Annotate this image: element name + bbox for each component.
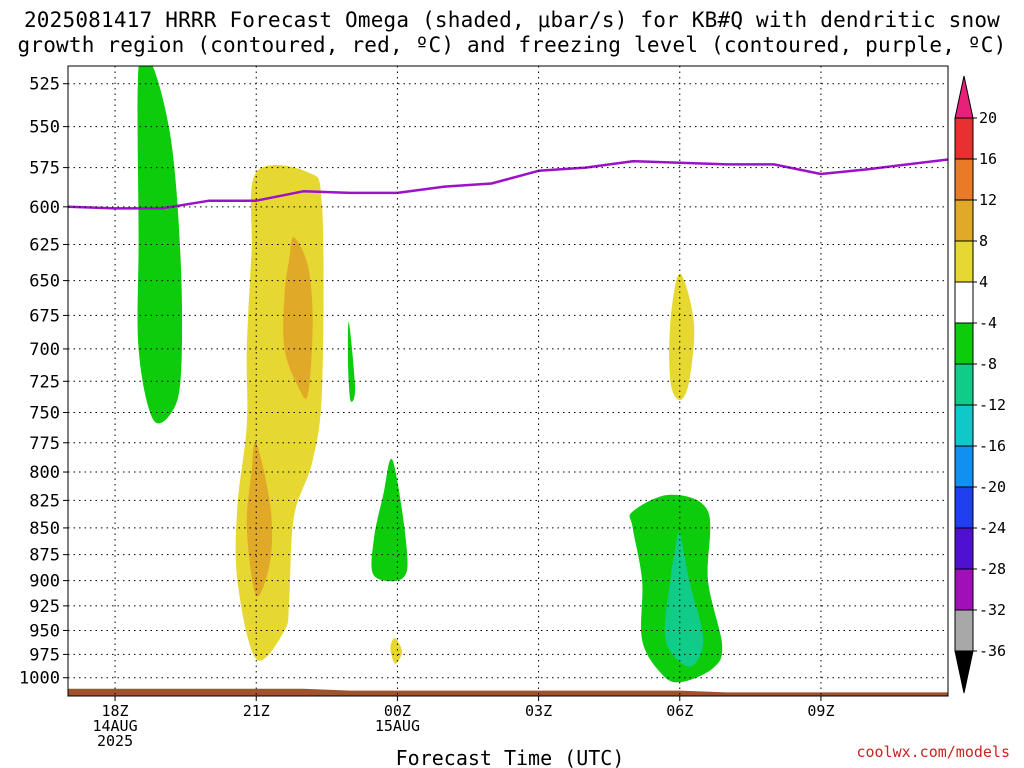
colorbar-label: -36 (979, 642, 1006, 660)
y-tick-label: 925 (29, 597, 60, 617)
colorbar-segment (954, 240, 974, 283)
omega-region-4 (347, 321, 356, 402)
colorbar-segment (954, 281, 974, 324)
chart-title-line-2: growth region (contoured, red, ºC) and f… (17, 33, 1007, 57)
colorbar-label: -28 (979, 560, 1006, 578)
colorbar-bottom-arrow (954, 650, 974, 694)
omega-region-7 (669, 273, 695, 401)
colorbar-label: 16 (979, 150, 997, 168)
colorbar-label: 4 (979, 273, 988, 291)
omega-region-6 (390, 638, 403, 664)
colorbar-segment (954, 363, 974, 406)
colorbar-segment (954, 117, 974, 160)
x-tick-label: 2025 (97, 732, 133, 750)
y-tick-label: 600 (29, 198, 60, 218)
y-tick-label: 875 (29, 546, 60, 566)
y-tick-label: 750 (29, 404, 60, 424)
colorbar-label: -12 (979, 396, 1006, 414)
x-tick-label: 06Z (666, 702, 693, 720)
chart-title-line-1: 2025081417 HRRR Forecast Omega (shaded, … (23, 8, 1001, 32)
colorbar-segment (954, 404, 974, 447)
y-tick-label: 700 (29, 340, 60, 360)
colorbar-label: 12 (979, 191, 997, 209)
colorbar-segment (954, 486, 974, 529)
y-tick-label: 825 (29, 491, 60, 511)
colorbar-segment (954, 568, 974, 611)
y-tick-label: 950 (29, 621, 60, 641)
colorbar-top-arrow (954, 75, 974, 119)
y-tick-label: 575 (29, 159, 60, 179)
y-tick-label: 775 (29, 434, 60, 454)
omega-region-5 (371, 458, 408, 582)
y-tick-label: 850 (29, 519, 60, 539)
y-tick-label: 525 (29, 75, 60, 95)
x-tick-label: 21Z (243, 702, 270, 720)
colorbar-label: -16 (979, 437, 1006, 455)
x-tick-label: 15AUG (375, 717, 420, 735)
y-tick-label: 800 (29, 463, 60, 483)
colorbar-label: -8 (979, 355, 997, 373)
omega-region-9 (664, 532, 704, 667)
y-tick-label: 550 (29, 118, 60, 138)
y-tick-label: 625 (29, 235, 60, 255)
x-tick-label: 14AUG (92, 717, 137, 735)
freezing-level-line-0 (68, 158, 948, 210)
colorbar-segment (954, 199, 974, 242)
terrain-band (68, 688, 948, 696)
y-tick-label: 975 (29, 645, 60, 665)
colorbar (954, 75, 974, 694)
colorbar-label: -32 (979, 601, 1006, 619)
colorbar-segment (954, 322, 974, 365)
plot-area (68, 66, 948, 696)
colorbar-label: -4 (979, 314, 997, 332)
y-tick-label: 675 (29, 306, 60, 326)
omega-region-3 (246, 441, 273, 597)
y-tick-label: 725 (29, 372, 60, 392)
x-axis-label: Forecast Time (UTC) (396, 746, 625, 768)
x-tick-label: 09Z (807, 702, 834, 720)
x-tick-label: 18Z (102, 702, 129, 720)
colorbar-segment (954, 158, 974, 201)
colorbar-segment (954, 445, 974, 488)
colorbar-label: 8 (979, 232, 988, 250)
colorbar-segment (954, 609, 974, 652)
y-tick-label: 900 (29, 572, 60, 592)
x-tick-label: 00Z (384, 702, 411, 720)
omega-region-0 (137, 66, 183, 424)
colorbar-label: 20 (979, 109, 997, 127)
colorbar-label: -24 (979, 519, 1006, 537)
colorbar-label: -20 (979, 478, 1006, 496)
y-tick-label: 650 (29, 272, 60, 292)
y-tick-label: 1000 (19, 669, 60, 689)
credit-text: coolwx.com/models (856, 743, 1010, 761)
omega-region-2 (283, 237, 313, 399)
colorbar-segment (954, 527, 974, 570)
x-tick-label: 03Z (525, 702, 552, 720)
